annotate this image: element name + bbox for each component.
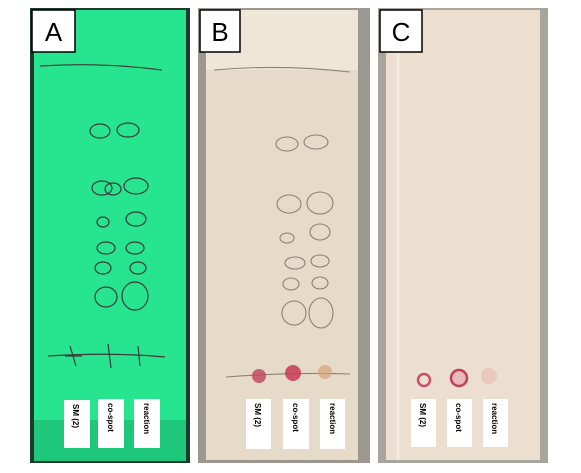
lane-tag (283, 399, 309, 449)
lane-tag (246, 399, 271, 449)
lane-label: reaction (328, 403, 337, 434)
panel-a: A SM (2) co-spot reaction (30, 8, 190, 463)
panel-label-box (31, 9, 76, 53)
solvent-front (39, 64, 163, 71)
baseline (47, 353, 166, 358)
lane-tag (411, 399, 436, 447)
lane-tag (64, 400, 90, 448)
panel-label: A (45, 17, 63, 47)
panel-label: B (211, 17, 228, 47)
lane-tag (447, 399, 472, 447)
solvent-front (213, 66, 351, 73)
lane-tag (134, 399, 160, 448)
panel-b: B SM (2) co-spot reaction (198, 8, 370, 463)
tlc-plate (34, 10, 186, 461)
lane-tag (320, 399, 345, 449)
lane-label: co-spot (454, 403, 463, 432)
lane-label: co-spot (106, 403, 115, 432)
panel-c: C SM (2) co-spot reaction (378, 8, 548, 463)
lane-label: SM (2) (253, 403, 262, 427)
lane-tag (483, 399, 508, 447)
lane-tag (98, 399, 124, 448)
lane-label: SM (2) (418, 403, 427, 427)
panel-label-box (379, 9, 423, 53)
spots (65, 122, 149, 369)
panel-label-box (199, 9, 241, 53)
spots (252, 134, 334, 383)
spots (416, 368, 497, 388)
lane-label: reaction (142, 403, 151, 434)
tlc-plate (386, 10, 540, 460)
lane-label: reaction (490, 403, 499, 434)
panel-label: C (392, 17, 411, 47)
lane-label: SM (2) (71, 404, 80, 428)
lane-label: co-spot (291, 403, 300, 432)
